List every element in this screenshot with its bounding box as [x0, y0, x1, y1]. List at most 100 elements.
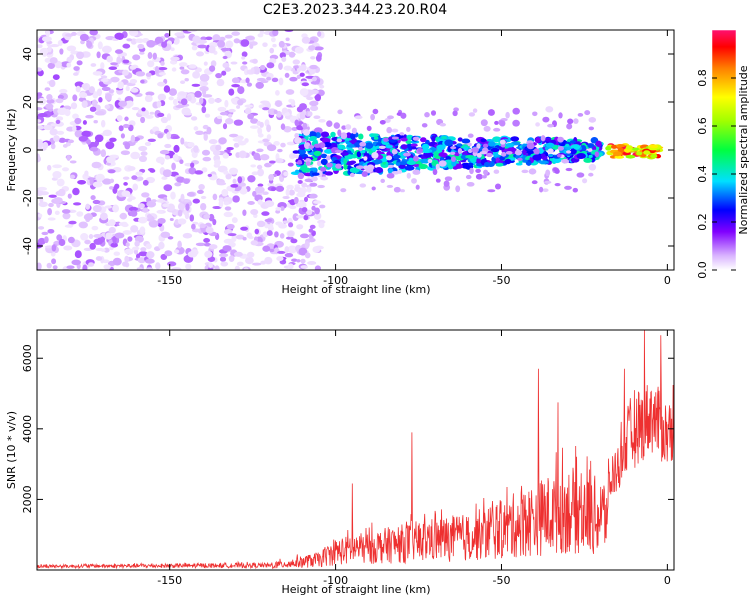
spectrogram-cell-1025: [74, 250, 82, 259]
spectrogram-cell-782: [125, 85, 130, 92]
spectrogram-cell-2195: [540, 135, 546, 142]
spectrogram-cell-489: [231, 31, 241, 36]
spectrogram-cell-2030: [566, 123, 573, 130]
spectrogram-ytick-label-0: 0: [21, 147, 34, 154]
spectrogram-cell-1219: [187, 94, 192, 102]
spectrogram-cell-724: [283, 125, 292, 133]
spectrogram-cell-942: [120, 133, 125, 139]
spectrogram-cell-202: [202, 81, 209, 86]
spectrogram-cell-734: [268, 174, 275, 181]
spectrogram-cell-1986: [320, 131, 330, 138]
spectrogram-cell-1111: [191, 223, 196, 230]
spectrogram-cell-1042: [288, 51, 296, 58]
spectrogram-cell-706: [308, 228, 314, 233]
spectrogram-cell-681: [81, 130, 92, 138]
spectrogram-cell-845: [52, 164, 63, 169]
spectrogram-cell-510: [164, 32, 170, 38]
spectrogram-cell-350: [137, 257, 146, 264]
spectrogram-cell-475: [292, 213, 299, 222]
spectrogram-cell-1105: [103, 247, 110, 253]
spectrogram-cell-1165: [282, 220, 289, 224]
spectrogram-cell-1216: [37, 44, 43, 49]
spectrogram-cell-1261: [104, 93, 112, 101]
spectrogram-cell-874: [208, 262, 213, 269]
spectrogram-cell-2087: [406, 126, 411, 132]
spectrogram-cell-247: [51, 258, 57, 265]
spectrogram-cell-951: [201, 106, 207, 114]
spectrogram-cell-2117: [514, 149, 523, 156]
spectrogram-cell-496: [192, 198, 200, 204]
spectrogram-cell-2158: [521, 169, 529, 174]
spectrogram-cell-2192: [547, 148, 554, 154]
spectrogram-cell-1203: [240, 226, 249, 231]
spectrogram-cell-1153: [309, 100, 319, 107]
spectrogram-cell-797: [220, 47, 231, 52]
spectrogram-cell-1297: [317, 31, 322, 37]
spectrogram-cell-1278: [141, 192, 150, 198]
spectrogram-cell-877: [203, 214, 210, 220]
spectrogram-cell-298: [314, 265, 321, 270]
spectrogram-cell-345: [285, 236, 294, 240]
spectrogram-cell-1176: [112, 235, 117, 244]
spectrogram-cell-1762: [364, 142, 374, 149]
spectrogram-cell-1220: [122, 59, 130, 64]
spectrogram-cell-1023: [76, 51, 85, 60]
spectrogram-cell-1789: [552, 157, 562, 164]
spectrogram-cell-373: [254, 186, 265, 194]
spectrogram-cell-1190: [298, 201, 307, 209]
spectrogram-cell-1248: [223, 211, 234, 218]
spectrogram-cell-208: [63, 245, 73, 251]
spectrogram-cell-1254: [271, 187, 276, 192]
spectrogram-cell-959: [306, 96, 314, 101]
spectrogram-cell-325: [205, 36, 213, 41]
spectrogram-cell-2036: [317, 184, 325, 189]
spectrogram-cell-2266: [625, 145, 633, 150]
spectrogram-cell-948: [284, 112, 291, 117]
spectrogram-cell-2248: [617, 147, 624, 153]
spectrogram-cell-998: [174, 182, 182, 187]
spectrogram-cell-2066: [355, 165, 364, 170]
spectrogram-cell-1848: [535, 137, 541, 144]
spectrogram-cell-893: [208, 244, 218, 250]
spectrogram-cell-2057: [532, 111, 538, 117]
spectrogram-cell-826: [304, 241, 310, 248]
spectrogram-cell-869: [37, 154, 41, 162]
spectrogram-cell-933: [291, 258, 298, 262]
spectrogram-cell-143: [236, 261, 244, 266]
spectrogram-cell-297: [208, 139, 218, 145]
spectrogram-cell-1053: [209, 65, 216, 72]
spectrogram-cell-1033: [69, 174, 76, 179]
spectrogram-cell-1083: [130, 225, 139, 233]
spectrogram-cell-424: [231, 84, 240, 88]
spectrogram-cell-1288: [79, 91, 88, 99]
spectrogram-cell-560: [201, 149, 211, 156]
spectrogram-cell-1204: [240, 39, 250, 47]
spectrogram-cell-1904: [374, 167, 384, 174]
figure-title: C2E3.2023.344.23.20.R04: [263, 2, 447, 18]
spectrogram-cell-1051: [224, 67, 232, 72]
spectrogram-cell-690: [313, 127, 323, 135]
spectrogram-cell-1189: [232, 137, 243, 142]
spectrogram-cell-1224: [130, 87, 139, 93]
spectrogram-cell-1179: [259, 30, 265, 35]
spectrogram-cell-946: [187, 30, 198, 33]
spectrogram-cell-862: [271, 77, 279, 83]
spectrogram-cell-1193: [301, 82, 310, 87]
spectrogram-cell-894: [156, 199, 166, 203]
spectrogram-cell-650: [318, 222, 325, 229]
spectrogram-cell-312: [200, 202, 207, 211]
spectrogram-cell-694: [190, 116, 198, 121]
spectrogram-cell-891: [86, 40, 93, 49]
spectrogram-cell-522: [225, 173, 232, 180]
spectrogram-cell-1124: [202, 156, 212, 162]
spectrogram-cell-863: [41, 231, 49, 236]
spectrogram-cell-1043: [56, 130, 65, 135]
spectrogram-cell-775: [170, 191, 176, 200]
spectrogram-cell-1237: [309, 64, 318, 70]
spectrogram-cell-2031: [475, 173, 483, 180]
spectrogram-cell-1880: [373, 136, 379, 140]
spectrogram-cell-1177: [114, 232, 125, 239]
spectrogram-cell-2152: [512, 107, 520, 115]
spectrogram-cell-1027: [250, 67, 255, 75]
snr-xtick-label--50: -50: [492, 574, 510, 587]
